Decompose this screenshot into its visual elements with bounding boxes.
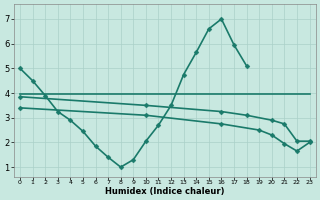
X-axis label: Humidex (Indice chaleur): Humidex (Indice chaleur) (105, 187, 225, 196)
